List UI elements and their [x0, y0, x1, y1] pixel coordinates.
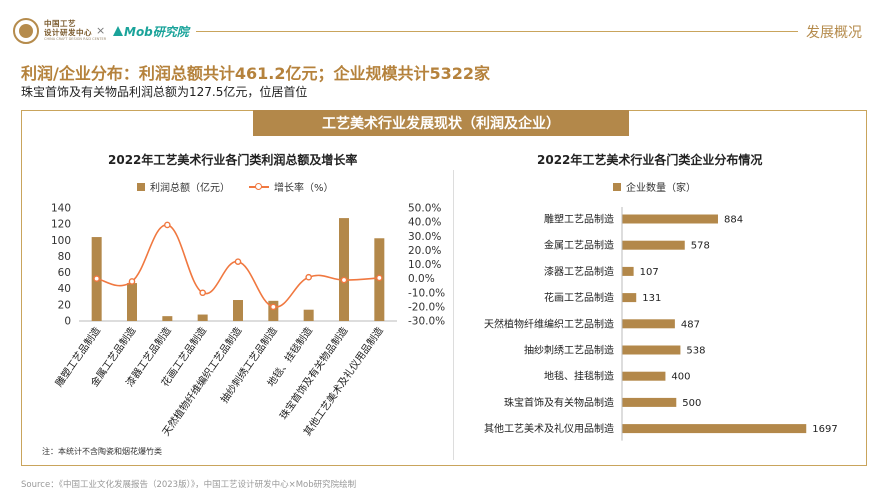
section-label: 发展概况: [806, 25, 862, 41]
right-y-tick: 金属工艺品制造: [544, 239, 614, 252]
right-y-tick: 30.0%: [408, 231, 441, 243]
enterprise-bar: [622, 319, 675, 329]
profit-bar: [197, 314, 208, 321]
logo-line-3: CHINA CRAFT DESIGN R&D CENTER: [44, 37, 107, 41]
growth-rate-point: [128, 278, 136, 285]
left-legend-line: 增长率（%）: [249, 179, 334, 194]
left-y-tick: 20: [58, 299, 71, 311]
source-line: Source：《中国工业文化发展报告（2023版）》，中国工艺设计研发中心×Mo…: [21, 480, 357, 490]
profit-bar: [127, 283, 137, 321]
enterprise-bar: [622, 345, 681, 355]
right-y-tick: 雕塑工艺品制造: [544, 213, 614, 226]
left-y-tick: 120: [51, 219, 71, 231]
right-y-tick: -20.0%: [408, 301, 445, 313]
logo-separator: ×: [96, 24, 106, 37]
left-y-tick: 140: [51, 203, 71, 215]
enterprise-value-label: 487: [681, 319, 700, 330]
enterprise-value-label: 400: [671, 372, 690, 383]
right-y-tick: 10.0%: [408, 259, 441, 271]
headline: 利润/企业分布：利润总额共计461.2亿元；企业规模共计5322家: [21, 64, 490, 83]
enterprise-value-label: 107: [640, 267, 659, 278]
mob-logo-icon: [113, 26, 123, 36]
growth-rate-point: [305, 273, 312, 281]
legend-bar-swatch: [137, 182, 145, 191]
footnote: 注：本统计不含陶瓷和烟花爆竹类: [42, 447, 162, 456]
left-y-tick: 100: [51, 235, 71, 247]
right-legend-label: 企业数量（家）: [626, 183, 696, 194]
enterprise-value-label: 1697: [812, 424, 837, 435]
enterprise-value-label: 131: [642, 293, 661, 304]
chart-divider: [453, 170, 454, 460]
left-y-tick: 40: [58, 283, 71, 295]
left-y-tick: 0: [64, 316, 71, 328]
left-chart-title: 2022年工艺美术行业各门类利润总额及增长率: [108, 153, 358, 167]
enterprise-value-label: 500: [682, 398, 701, 409]
right-y-tick: 其他工艺美术及礼仪用品制造: [484, 422, 614, 435]
enterprise-value-label: 578: [691, 241, 710, 252]
enterprise-bar: [622, 266, 634, 276]
top-bar: 中国工艺 设计研发中心 CHINA CRAFT DESIGN R&D CENTE…: [0, 0, 889, 50]
enterprise-bar: [622, 371, 666, 381]
enterprise-bar: [622, 293, 637, 303]
left-legend-bar-label: 利润总额（亿元）: [150, 183, 230, 194]
logo-line-1: 中国工艺: [44, 19, 76, 28]
right-y-tick: 抽纱刺绣工艺品制造: [524, 344, 614, 357]
growth-rate-point: [164, 221, 171, 229]
growth-rate-point: [234, 258, 242, 265]
right-y-tick: 地毯、挂毯制造: [544, 370, 614, 383]
right-y-tick: 珠宝首饰及有关物品制造: [504, 396, 614, 409]
left-y-tick: 80: [58, 251, 71, 263]
left-y-tick: 60: [58, 267, 71, 279]
profit-bar: [268, 300, 279, 321]
banner: 工艺美术行业发展现状（利润及企业）: [253, 110, 629, 136]
growth-rate-point: [199, 289, 206, 297]
legend-line-swatch: [249, 183, 269, 191]
right-y-tick: -30.0%: [408, 316, 445, 328]
right-y-tick: 0.0%: [408, 273, 435, 285]
enterprise-value-label: 538: [686, 346, 705, 357]
left-legend-line-label: 增长率（%）: [274, 183, 334, 194]
right-y-tick: 天然植物纤维编织工艺品制造: [484, 317, 614, 330]
growth-rate-point: [270, 303, 277, 311]
right-chart-title: 2022年工艺美术行业各门类企业分布情况: [537, 153, 763, 167]
right-y-tick: 花画工艺品制造: [544, 291, 614, 304]
mob-logo-text: Mob研究院: [124, 25, 189, 39]
right-y-tick: 漆器工艺品制造: [544, 265, 614, 278]
top-divider: [196, 31, 798, 32]
enterprise-value-label: 884: [724, 215, 743, 226]
right-legend: 企业数量（家）: [613, 179, 696, 194]
left-legend-bar: 利润总额（亿元）: [137, 179, 230, 194]
right-y-tick: 50.0%: [408, 203, 441, 215]
enterprise-bar: [622, 397, 677, 407]
profit-bar: [233, 300, 243, 321]
profit-bar: [339, 218, 349, 321]
logo-line-2: 设计研发中心: [44, 28, 92, 37]
right-y-tick: -10.0%: [408, 287, 445, 299]
profit-bar: [162, 316, 173, 321]
right-y-tick: 40.0%: [408, 217, 441, 229]
growth-rate-point: [93, 275, 100, 282]
enterprise-bar: [622, 424, 807, 434]
growth-rate-point: [340, 276, 348, 284]
enterprise-bar: [622, 240, 685, 250]
growth-rate-point: [376, 274, 383, 282]
right-y-tick: 20.0%: [408, 245, 441, 257]
enterprise-bar: [622, 214, 718, 224]
legend-bar-swatch: [613, 182, 621, 191]
subline: 珠宝首饰及有关物品利润总额为127.5亿元，位居首位: [21, 85, 308, 99]
profit-bar: [303, 309, 314, 321]
craft-center-logo-icon: [13, 18, 39, 44]
